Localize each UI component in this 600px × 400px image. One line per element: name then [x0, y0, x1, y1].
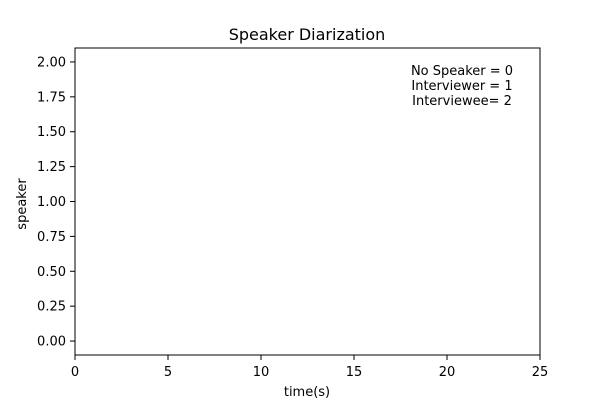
chart-title: Speaker Diarization	[229, 25, 386, 44]
x-tick-label: 5	[164, 365, 172, 380]
y-tick-label: 1.00	[37, 195, 66, 210]
x-axis-label: time(s)	[284, 385, 330, 400]
annotation-no-speaker: No Speaker = 0	[411, 64, 513, 79]
x-tick-label: 0	[71, 365, 79, 380]
y-tick-label: 0.25	[37, 300, 66, 315]
x-axis-ticks: 0 5 10 15 20 25	[71, 355, 548, 380]
x-tick-label: 20	[439, 365, 456, 380]
annotation-interviewer: Interviewer = 1	[411, 79, 512, 94]
y-tick-label: 1.50	[37, 125, 66, 140]
y-tick-label: 1.75	[37, 90, 66, 105]
speaker-legend-annotation: No Speaker = 0 Interviewer = 1 Interview…	[411, 64, 513, 109]
x-tick-label: 10	[253, 365, 270, 380]
y-tick-label: 0.50	[37, 265, 66, 280]
annotation-interviewee: Interviewee= 2	[412, 94, 512, 109]
y-tick-label: 0.00	[37, 335, 66, 350]
y-axis-label: speaker	[15, 178, 30, 230]
y-tick-label: 2.00	[37, 55, 66, 70]
y-tick-label: 0.75	[37, 230, 66, 245]
y-axis-ticks: 0.00 0.25 0.50 0.75 1.00 1.25 1.50 1.75 2.00	[37, 55, 75, 350]
y-tick-label: 1.25	[37, 160, 66, 175]
x-tick-label: 15	[346, 365, 363, 380]
x-tick-label: 25	[532, 365, 549, 380]
